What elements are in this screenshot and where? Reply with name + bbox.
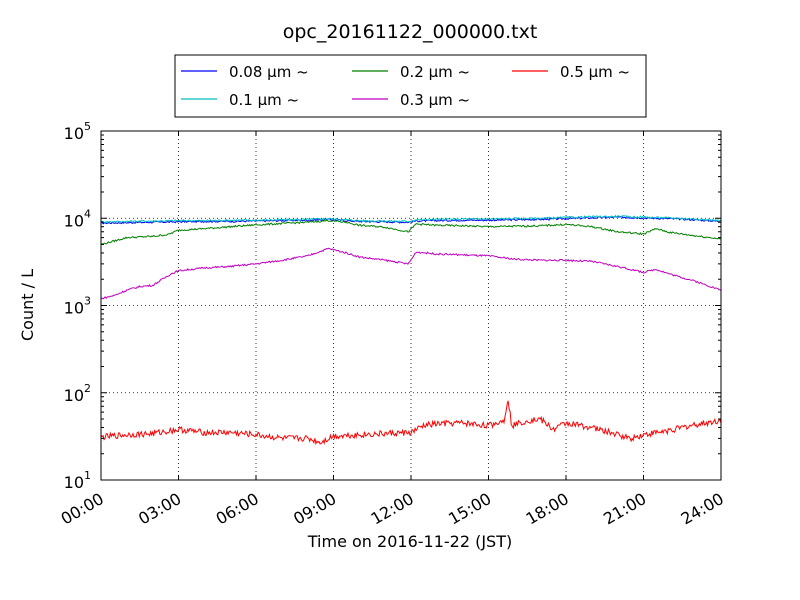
y-tick-label: 105 (64, 120, 91, 143)
x-tick-label: 00:00 (58, 489, 107, 529)
series-line-4 (100, 400, 722, 446)
grid (101, 131, 721, 480)
legend: 0.08 μm ~ 0.1 μm ~ 0.2 μm ~ 0.3 μm ~ 0.5 μm … (174, 54, 647, 118)
x-tick-label: 24:00 (678, 489, 727, 529)
legend-label-2: 0.2 μm ~ (400, 63, 470, 81)
x-tick-labels: 00:00 03:00 06:00 09:00 12:00 15:00 18:00 21:00… (58, 489, 727, 529)
chart-title: opc_20161122_000000.txt (283, 21, 538, 43)
x-tick-label: 09:00 (290, 489, 339, 529)
series-line-0 (100, 215, 722, 225)
x-tick-label: 06:00 (213, 489, 262, 529)
legend-label-0: 0.08 μm ~ (229, 63, 309, 81)
x-axis-label: Time on 2016-11-22 (JST) (307, 532, 512, 551)
legend-label-4: 0.5 μm ~ (560, 63, 630, 81)
y-tick-label: 102 (64, 382, 91, 405)
y-axis-label: Count / L (18, 269, 37, 341)
series-group (100, 214, 722, 446)
series-line-3 (100, 247, 722, 300)
y-tick-label: 104 (64, 207, 91, 230)
x-tick-label: 12:00 (368, 489, 417, 529)
y-tick-labels: 101 102 103 104 105 (64, 120, 91, 492)
legend-box (174, 54, 647, 118)
x-tick-label: 15:00 (445, 489, 494, 529)
y-tick-label: 103 (64, 295, 91, 318)
series-line-1 (100, 214, 722, 224)
x-tick-label: 18:00 (523, 489, 572, 529)
y-tick-label: 101 (64, 469, 91, 492)
tick-marks (100, 130, 722, 481)
legend-label-1: 0.1 μm ~ (229, 91, 299, 109)
series-line-2 (100, 219, 722, 246)
x-tick-label: 21:00 (600, 489, 649, 529)
legend-label-3: 0.3 μm ~ (400, 91, 470, 109)
x-tick-label: 03:00 (135, 489, 184, 529)
